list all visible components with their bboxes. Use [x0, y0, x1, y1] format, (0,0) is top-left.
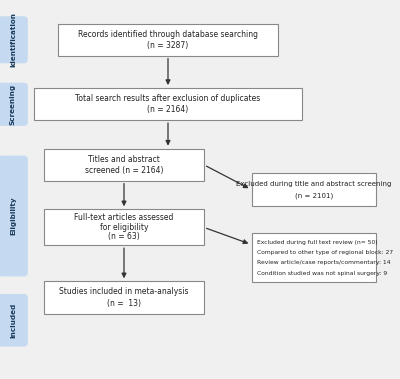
Text: Review article/case reports/commentary: 14: Review article/case reports/commentary: … — [257, 260, 390, 265]
Text: (n = 2164): (n = 2164) — [147, 105, 189, 114]
FancyBboxPatch shape — [44, 149, 204, 181]
Text: Total search results after exclusion of duplicates: Total search results after exclusion of … — [75, 94, 261, 103]
Text: for eligibility: for eligibility — [100, 223, 148, 232]
FancyBboxPatch shape — [252, 174, 376, 205]
Text: Screening: Screening — [10, 84, 16, 125]
Text: Excluded during title and abstract screening: Excluded during title and abstract scree… — [236, 181, 392, 187]
FancyBboxPatch shape — [34, 88, 302, 121]
Text: (n = 63): (n = 63) — [108, 232, 140, 241]
FancyBboxPatch shape — [0, 83, 27, 125]
FancyBboxPatch shape — [252, 233, 376, 282]
Text: Compared to other type of regional block: 27: Compared to other type of regional block… — [257, 250, 393, 255]
Text: Full-text articles assessed: Full-text articles assessed — [74, 213, 174, 222]
FancyBboxPatch shape — [58, 23, 278, 56]
Text: Excluded during full text review (n= 50): Excluded during full text review (n= 50) — [257, 240, 378, 245]
FancyBboxPatch shape — [0, 156, 27, 276]
Text: (n = 3287): (n = 3287) — [147, 41, 189, 50]
Text: (n = 2101): (n = 2101) — [295, 192, 333, 199]
Text: Records identified through database searching: Records identified through database sear… — [78, 30, 258, 39]
Text: Included: Included — [10, 302, 16, 338]
Text: Identification: Identification — [10, 12, 16, 67]
FancyBboxPatch shape — [0, 17, 27, 63]
Text: Studies included in meta-analysis: Studies included in meta-analysis — [59, 287, 189, 296]
Text: Eligibility: Eligibility — [10, 197, 16, 235]
FancyBboxPatch shape — [44, 281, 204, 314]
Text: screened (n = 2164): screened (n = 2164) — [85, 166, 163, 175]
Text: Titles and abstract: Titles and abstract — [88, 155, 160, 164]
FancyBboxPatch shape — [44, 209, 204, 246]
FancyBboxPatch shape — [0, 294, 27, 346]
Text: Condition studied was not spinal surgery: 9: Condition studied was not spinal surgery… — [257, 271, 387, 276]
Text: (n =  13): (n = 13) — [107, 299, 141, 308]
